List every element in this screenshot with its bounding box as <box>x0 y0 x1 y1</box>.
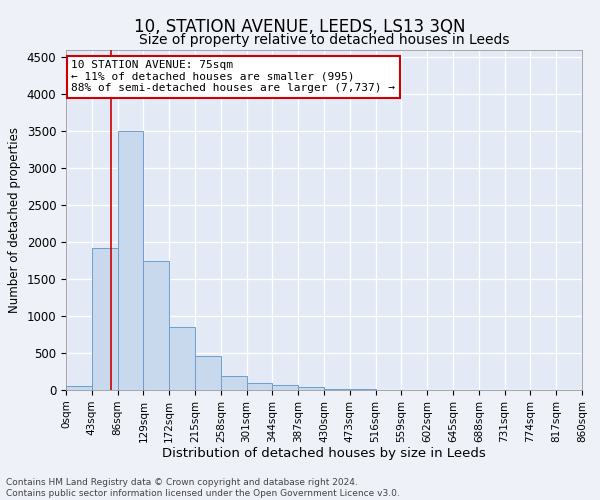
Bar <box>143 260 169 390</box>
Bar <box>247 383 272 390</box>
Bar <box>66 386 92 390</box>
Text: 10, STATION AVENUE, LEEDS, LS13 3QN: 10, STATION AVENUE, LEEDS, LS13 3QN <box>134 18 466 36</box>
Bar <box>92 248 118 390</box>
Title: Size of property relative to detached houses in Leeds: Size of property relative to detached ho… <box>139 34 509 48</box>
Bar <box>298 386 324 390</box>
Text: Contains HM Land Registry data © Crown copyright and database right 2024.
Contai: Contains HM Land Registry data © Crown c… <box>6 478 400 498</box>
Bar <box>195 356 221 390</box>
Bar <box>169 327 195 390</box>
Text: 10 STATION AVENUE: 75sqm
← 11% of detached houses are smaller (995)
88% of semi-: 10 STATION AVENUE: 75sqm ← 11% of detach… <box>71 60 395 94</box>
Bar <box>118 132 143 390</box>
Bar <box>272 385 298 390</box>
Y-axis label: Number of detached properties: Number of detached properties <box>8 127 21 313</box>
Bar <box>324 388 350 390</box>
X-axis label: Distribution of detached houses by size in Leeds: Distribution of detached houses by size … <box>162 448 486 460</box>
Bar <box>221 376 247 390</box>
